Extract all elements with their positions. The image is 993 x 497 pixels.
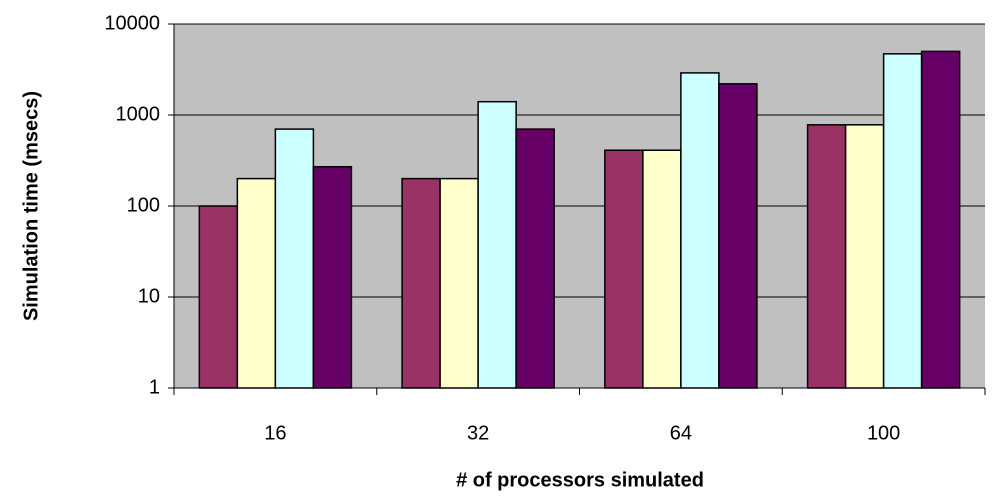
- bar: [882, 53, 923, 389]
- bar: [236, 177, 277, 389]
- y-tick-label: 10: [138, 285, 160, 307]
- x-tick-label: 64: [670, 422, 692, 444]
- bar: [198, 205, 239, 389]
- bar: [274, 128, 315, 389]
- y-tick-label: 1000: [116, 103, 161, 125]
- bar: [439, 177, 479, 389]
- bar: [312, 165, 353, 389]
- bar: [680, 72, 720, 389]
- y-axis-label: Simulation time (msecs): [20, 91, 42, 321]
- bar: [844, 124, 885, 389]
- bar: [401, 177, 441, 389]
- y-tick-label: 1: [149, 376, 160, 398]
- bar: [604, 149, 644, 389]
- bar: [515, 128, 555, 389]
- y-tick-label: 100: [127, 194, 160, 216]
- x-tick-label: 16: [264, 422, 286, 444]
- bar: [806, 124, 847, 389]
- bar: [920, 50, 961, 389]
- bar: [477, 100, 517, 389]
- y-tick-label: 10000: [104, 12, 160, 34]
- bar: [718, 83, 758, 389]
- x-axis-label: # of processors simulated: [456, 469, 704, 491]
- bar: [642, 149, 682, 389]
- x-tick-label: 32: [467, 422, 489, 444]
- x-tick-label: 100: [867, 422, 900, 444]
